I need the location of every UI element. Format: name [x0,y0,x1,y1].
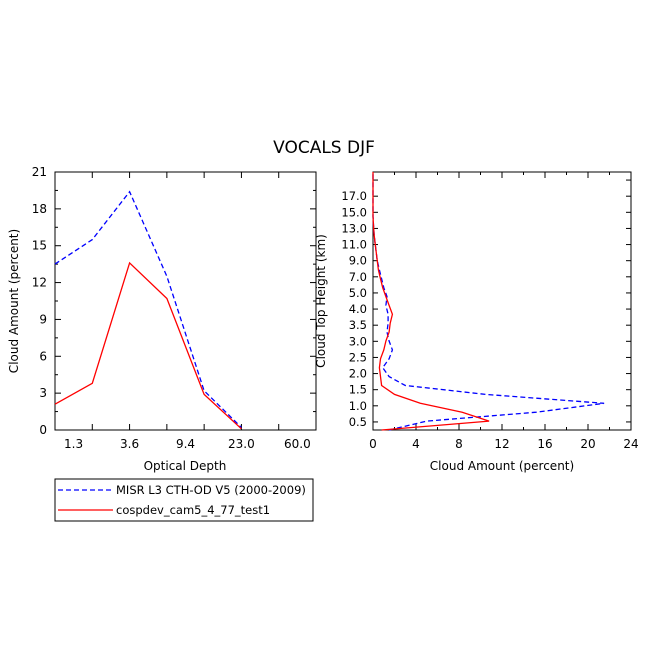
left-x-ticks: 1.3 3.6 9.4 23.0 60.0 [64,172,311,451]
right-y-tick-label: 2.5 [349,350,367,364]
legend-box [54,478,314,522]
right-y-tick-label: 17.0 [341,189,367,203]
left-series-misr-line [54,190,242,428]
left-x-tick-label: 23.0 [228,437,255,451]
right-x-tick-label: 24 [623,437,638,451]
right-y-tick-label: 4.0 [349,302,367,316]
left-x-tick-label: 9.4 [176,437,195,451]
right-y-tick-label: 2.0 [349,367,367,381]
left-x-tick-label: 1.3 [64,437,83,451]
right-panel: 0.5 1.0 1.5 2.0 2.5 3.0 3.5 4.0 5.0 7.0 9.0 11.0 13.… [314,171,639,473]
right-x-tick-label: 8 [455,437,463,451]
left-y-axis-label: Cloud Amount (percent) [7,229,21,373]
left-x-tick-label: 60.0 [284,437,311,451]
right-y-ticks: 0.5 1.0 1.5 2.0 2.5 3.0 3.5 4.0 5.0 7.0 9.0 11.0 13.… [341,179,631,429]
right-y-tick-label: 3.0 [349,334,367,348]
right-x-axis-label: Cloud Amount (percent) [430,459,574,473]
right-y-tick-label: 15.0 [341,205,367,219]
right-x-tick-label: 20 [580,437,595,451]
right-y-tick-label: 7.0 [349,270,367,284]
right-series-lines [372,172,605,431]
left-y-tick-label: 15 [32,239,47,253]
left-plot-frame [54,171,317,431]
left-y-tick-label: 3 [39,386,47,400]
right-y-tick-label: 11.0 [341,238,367,252]
left-x-tick-label: 3.6 [120,437,139,451]
right-y-tick-label: 13.0 [341,221,367,235]
left-y-tick-label: 6 [39,349,47,363]
left-panel: 0 3 6 9 12 15 18 21 1.3 3.6 9.4 23.0 60.0 Optical D… [7,165,317,473]
right-y-tick-label: 3.5 [349,318,367,332]
right-x-tick-label: 12 [494,437,509,451]
left-x-axis-label: Optical Depth [144,459,227,473]
right-y-tick-label: 1.0 [349,399,367,413]
right-x-tick-label: 16 [537,437,552,451]
right-y-axis-label: Cloud Top Height (km) [314,234,328,368]
left-y-tick-label: 18 [32,202,47,216]
left-y-tick-label: 12 [32,276,47,290]
legend-label-cosp: cospdev_cam5_4_77_test1 [116,503,270,517]
right-x-tick-label: 0 [369,437,377,451]
left-y-tick-label: 21 [32,165,47,179]
right-series-cosp-line [372,172,490,431]
right-x-tick-label: 4 [412,437,420,451]
right-series-misr-line [372,172,605,431]
right-y-tick-label: 0.5 [349,415,367,429]
right-y-tick-label: 1.5 [349,383,367,397]
left-y-tick-label: 9 [39,312,47,326]
left-y-tick-label: 0 [39,423,47,437]
right-y-tick-label: 5.0 [349,286,367,300]
left-series-lines [54,190,242,430]
right-y-tick-label: 9.0 [349,254,367,268]
right-x-ticks: 0 4 8 12 16 20 24 [369,172,639,451]
legend-label-misr: MISR L3 CTH-OD V5 (2000-2009) [116,483,306,497]
left-series-cosp-line [54,261,242,430]
right-plot-frame [372,171,632,431]
chart-title: VOCALS DJF [273,138,375,158]
legend: MISR L3 CTH-OD V5 (2000-2009) cospdev_ca… [54,478,314,522]
left-y-ticks: 0 3 6 9 12 15 18 21 [32,165,316,437]
